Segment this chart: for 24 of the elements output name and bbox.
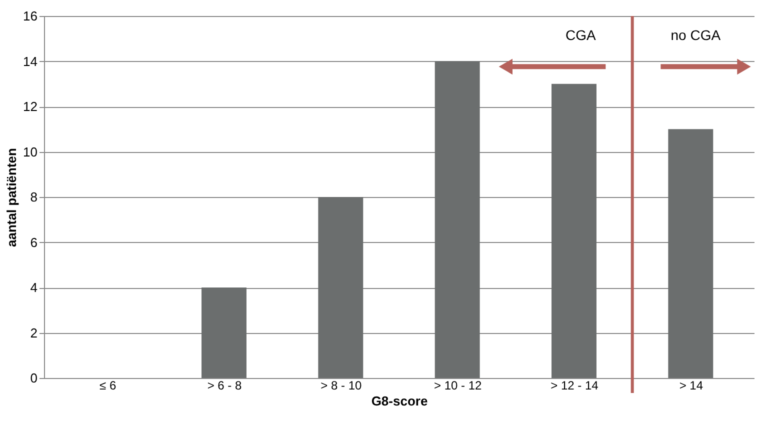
x-axis-title: G8-score [371,394,428,408]
y-tick-label: 14 [23,54,38,69]
x-tick-label: > 12 - 14 [550,378,599,392]
bar [668,129,714,378]
bar [318,197,364,378]
x-tick-label: > 10 - 12 [434,378,482,392]
y-tick-label: 6 [30,234,38,250]
y-tick-label: 4 [30,280,38,295]
y-axis-title: aantal patiënten [4,148,20,247]
x-tick-label: > 14 [679,378,704,392]
y-tick-label: 16 [23,8,38,24]
y-tick-label: 8 [30,190,38,204]
annotation: CGA [565,26,596,43]
y-tick-label: 0 [30,370,38,386]
y-tick-label: 10 [23,144,38,160]
x-tick-label: > 6 - 8 [207,378,242,392]
x-tick-label: > 8 - 10 [320,378,362,392]
y-tick-label: 12 [23,99,38,114]
x-tick-label: ≤ 6 [100,378,116,392]
bar [202,288,246,378]
y-tick-label: 2 [30,325,38,340]
annotation: no CGA [670,26,722,43]
bar [552,84,596,378]
bar [434,61,480,378]
